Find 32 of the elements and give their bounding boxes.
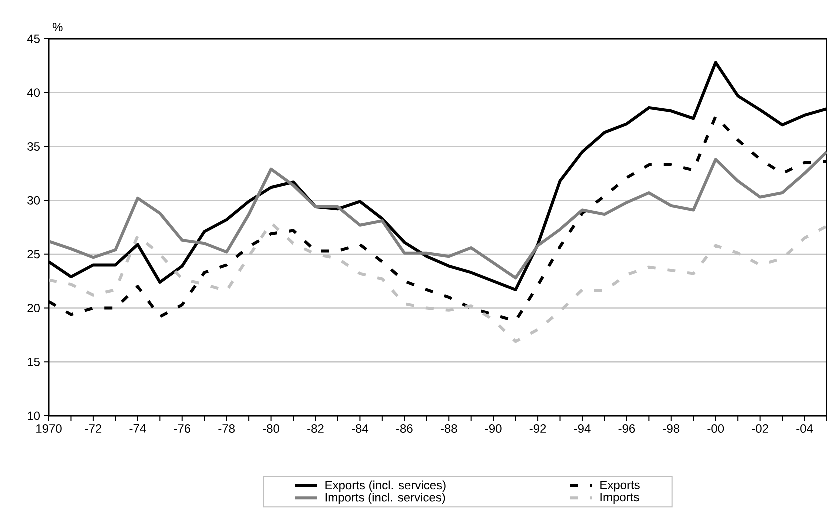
x-tick-label: -94 [574,424,591,434]
x-tick-label: -00 [708,424,724,434]
y-tick-label: 40 [27,88,40,98]
x-tick-label: -02 [752,424,768,434]
y-tick-label: 35 [28,142,40,151]
legend-label: Imports (incl. services) [326,492,446,504]
y-tick-label: 10 [28,412,40,420]
x-tick-label: -04 [796,424,814,434]
x-tick-label: -96 [618,424,636,434]
line-series [49,150,827,280]
y-axis-title: % [52,23,63,32]
y-tick-label: 25 [28,250,40,259]
x-tick-label: -88 [440,424,458,434]
legend-label: Exports [600,481,640,492]
x-tick-label: -92 [530,424,546,434]
legend-label: Imports [600,493,640,504]
x-tick-label: -84 [352,424,369,434]
x-tick-label: -80 [263,424,280,434]
x-tick-label: -82 [308,424,324,434]
y-tick-label: 15 [28,358,40,366]
y-tick-label: 20 [28,304,40,313]
x-tick-label: -98 [663,424,680,434]
x-tick-label: -72 [85,424,102,433]
x-tick-label: 1970 [36,424,62,434]
y-tick-label: 45 [27,34,40,44]
x-tick-label: -74 [130,424,146,433]
x-tick-label: -78 [218,424,235,434]
x-tick-label: -76 [174,424,191,434]
legend-label: Exports (incl. services) [326,480,446,492]
x-tick-label: -86 [396,424,413,434]
x-tick-label: -90 [485,424,502,434]
y-tick-label: 30 [28,196,40,205]
